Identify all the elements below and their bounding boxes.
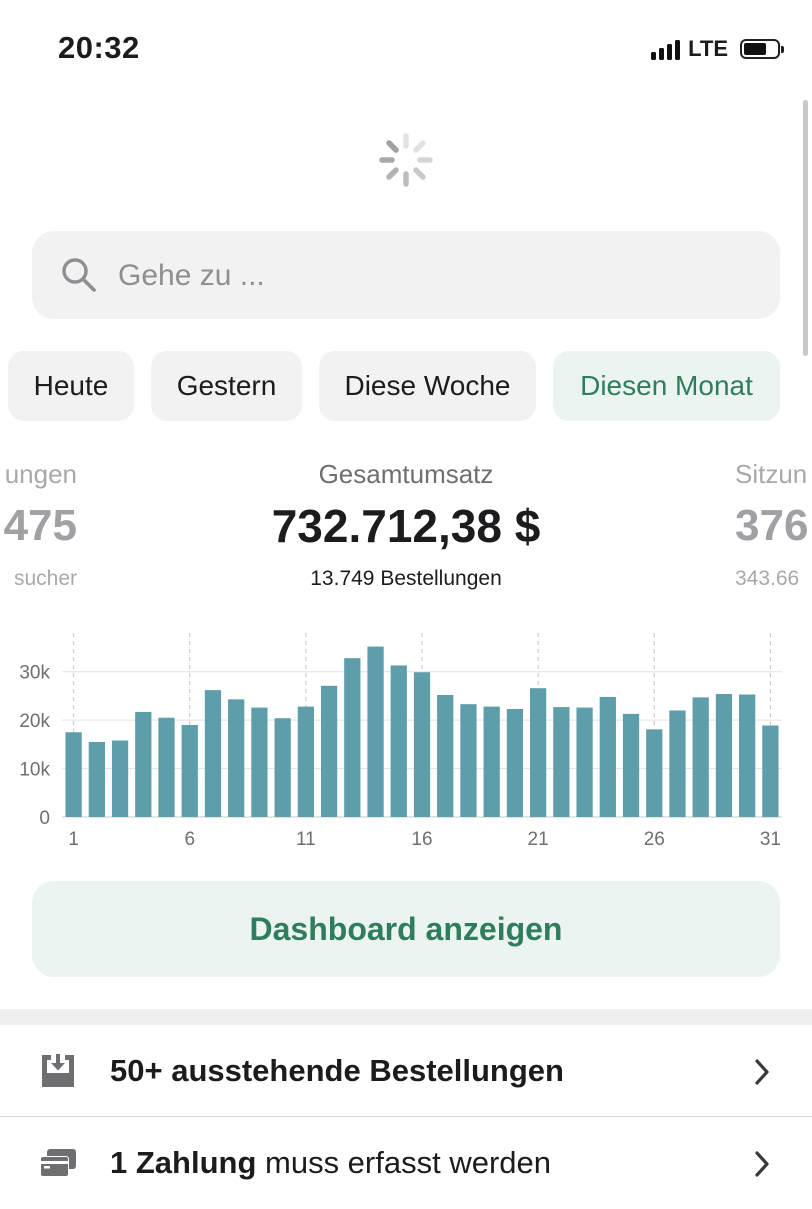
bar-day-12 — [320, 685, 338, 817]
x-tick-label: 26 — [644, 829, 665, 850]
y-tick-label: 0 — [39, 808, 50, 829]
bar-day-11 — [297, 706, 314, 817]
bar-day-19 — [483, 706, 500, 817]
bar-day-1 — [65, 732, 82, 817]
bar-day-4 — [135, 711, 152, 817]
bar-day-8 — [228, 699, 245, 817]
list-item-text: 1 Zahlung muss erfasst werden — [110, 1145, 551, 1181]
x-tick-label: 6 — [184, 829, 195, 850]
bar-day-14 — [367, 646, 384, 817]
bar-day-30 — [739, 694, 756, 817]
signal-bars-icon — [651, 38, 681, 60]
kpi-main-sub: 13.749 Bestellungen — [310, 567, 502, 590]
list-item-rest: muss erfasst werden — [256, 1145, 551, 1180]
chevron-right-icon — [755, 1059, 769, 1085]
list-item-text: 50+ ausstehende Bestellungen — [110, 1053, 564, 1089]
chip-heute[interactable]: Heute — [8, 351, 134, 421]
bar-day-22 — [553, 707, 570, 817]
bar-day-21 — [530, 688, 547, 817]
kpi-right-sub: 343.66 — [735, 567, 800, 590]
bar-day-9 — [251, 707, 268, 817]
bar-day-31 — [762, 725, 779, 817]
bar-day-24 — [599, 696, 616, 817]
chip-diese-woche[interactable]: Diese Woche — [319, 351, 536, 421]
date-filter-chips: Heute Gestern Diese Woche Diesen Monat — [0, 351, 812, 421]
kpi-main-value: 732.712,38 $ — [271, 500, 541, 552]
loading-spinner-icon — [379, 133, 433, 187]
y-tick-label: 10k — [19, 760, 50, 781]
bar-day-16 — [413, 672, 431, 817]
section-divider — [0, 1009, 812, 1025]
bar-day-26 — [646, 729, 663, 817]
scrollbar[interactable] — [803, 100, 808, 356]
status-bar: 20:32 LTE — [0, 0, 812, 96]
bar-day-2 — [88, 741, 105, 817]
kpi-left-label: ungen — [4, 459, 77, 489]
kpi-card-total-sales[interactable]: Gesamtumsatz 732.712,38 $ 13.749 Bestell… — [206, 455, 606, 599]
bar-day-10 — [274, 718, 291, 817]
x-tick-label: 1 — [68, 829, 79, 850]
battery-icon — [740, 39, 784, 59]
kpi-left-sub: sucher — [13, 567, 77, 590]
x-tick-label: 21 — [528, 829, 549, 850]
kpi-left-value: 475 — [3, 501, 77, 550]
list-item-pending-orders[interactable]: 50+ ausstehende Bestellungen — [0, 1025, 812, 1117]
bar-day-5 — [158, 717, 175, 817]
status-indicators: LTE — [651, 36, 784, 62]
search-icon — [62, 258, 96, 292]
y-tick-label: 30k — [19, 663, 50, 684]
bar-day-20 — [506, 709, 524, 817]
inbox-download-icon — [42, 1054, 74, 1087]
x-tick-label: 11 — [296, 829, 316, 850]
bar-day-29 — [715, 694, 733, 817]
bar-day-27 — [669, 710, 686, 817]
kpi-card-left[interactable]: ungen 475 sucher — [0, 455, 90, 599]
chip-gestern[interactable]: Gestern — [151, 351, 302, 421]
kpi-card-right[interactable]: Sitzun 376 343.66 — [735, 455, 812, 599]
y-tick-label: 20k — [19, 711, 50, 732]
x-tick-label: 31 — [760, 829, 781, 850]
credit-card-icon — [40, 1149, 76, 1177]
list-item-payment-capture[interactable]: 1 Zahlung muss erfasst werden — [0, 1117, 812, 1209]
chip-diesen-monat[interactable]: Diesen Monat — [553, 351, 780, 421]
list-item-bold: 1 Zahlung — [110, 1145, 257, 1180]
bar-day-25 — [622, 713, 640, 817]
kpi-right-label: Sitzun — [735, 459, 808, 489]
bar-day-15 — [390, 665, 407, 817]
bar-day-17 — [437, 694, 454, 817]
bar-day-18 — [460, 704, 477, 817]
bar-day-7 — [204, 690, 222, 817]
bar-day-13 — [344, 658, 361, 817]
bar-day-6 — [181, 725, 198, 817]
bar-day-28 — [692, 697, 709, 817]
search-input[interactable] — [118, 248, 738, 304]
row-divider — [0, 1116, 812, 1117]
kpi-main-label: Gesamtumsatz — [318, 459, 494, 489]
network-type: LTE — [688, 36, 728, 61]
x-tick-label: 16 — [411, 829, 432, 850]
bar-day-23 — [576, 707, 593, 817]
clock: 20:32 — [58, 30, 140, 65]
chevron-right-icon — [755, 1151, 769, 1177]
bar-day-3 — [111, 740, 129, 817]
kpi-right-value: 376 — [735, 501, 809, 550]
dashboard-button[interactable]: Dashboard anzeigen — [32, 881, 780, 977]
list-item-bold: 50+ ausstehende Bestellungen — [110, 1053, 564, 1088]
